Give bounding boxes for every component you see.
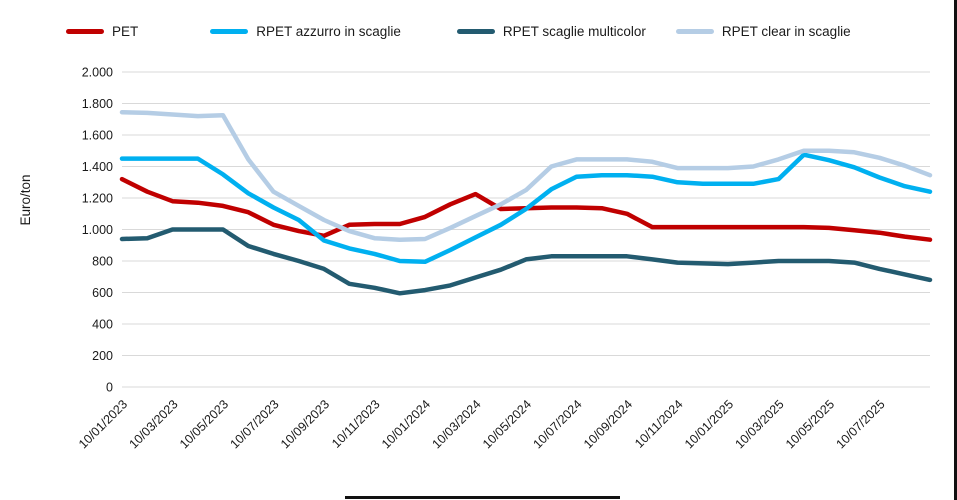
- legend: PET RPET azzurro in scaglie RPET scaglie m…: [66, 20, 851, 42]
- y-tick-label: 800: [92, 255, 113, 269]
- x-tick-label: 10/05/2023: [177, 397, 231, 451]
- y-tick-label: 200: [92, 349, 113, 363]
- legend-swatch-icon: [456, 28, 495, 34]
- legend-item-rpet-clear-in-scaglie: RPET clear in scaglie: [675, 23, 851, 39]
- x-tick-label: 10/03/2025: [732, 397, 786, 451]
- x-tick-label: 10/05/2024: [480, 397, 534, 451]
- legend-label: RPET clear in scaglie: [721, 23, 851, 39]
- x-tick-label: 10/09/2023: [278, 397, 332, 451]
- x-tick-label: 10/09/2024: [581, 397, 635, 451]
- y-tick-label: 1.400: [82, 160, 113, 174]
- series-line-rpet-azzurro-in-scaglie: [119, 152, 933, 265]
- legend-label: PET: [112, 23, 139, 39]
- x-tick-label: 10/03/2023: [126, 397, 180, 451]
- y-tick-label: 1.600: [82, 129, 113, 143]
- y-tick-label: 2.000: [82, 66, 113, 80]
- x-tick-label: 10/11/2023: [329, 397, 383, 451]
- x-tick-label: 10/11/2024: [632, 397, 686, 451]
- window-bottom-edge: [345, 496, 620, 499]
- x-tick-label: 10/07/2023: [227, 397, 281, 451]
- y-tick-label: 1.200: [82, 192, 113, 206]
- x-tick-label: 10/03/2024: [429, 397, 483, 451]
- series-line-rpet-scaglie-multicolor: [119, 227, 933, 296]
- y-tick-label: 0: [106, 381, 113, 395]
- legend-label: RPET scaglie multicolor: [502, 23, 646, 39]
- y-tick-label: 400: [92, 318, 113, 332]
- x-tick-label: 10/01/2024: [379, 397, 433, 451]
- y-tick-label: 600: [92, 286, 113, 300]
- legend-item-rpet-azzurro-in-scaglie: RPET azzurro in scaglie: [210, 24, 401, 39]
- window-right-edge: [954, 0, 957, 500]
- y-axis-title: Euro/ton: [18, 174, 33, 225]
- legend-swatch-icon: [675, 28, 714, 34]
- legend-item-rpet-scaglie-multicolor: RPET scaglie multicolor: [456, 23, 646, 39]
- legend-swatch-icon: [210, 28, 249, 34]
- series-lines: [119, 109, 933, 296]
- y-tick-label: 1.800: [82, 97, 113, 111]
- x-tick-label: 10/01/2025: [682, 397, 736, 451]
- y-axis-tick-labels: 0 200 400 600 800 1.000 1.200 1.400 1.600 1.800 2.…: [82, 66, 113, 395]
- x-tick-label: 10/07/2025: [833, 397, 887, 451]
- x-axis-tick-labels: 10/01/202310/03/202310/05/202310/07/2023…: [76, 397, 888, 451]
- x-tick-label: 10/07/2024: [530, 397, 584, 451]
- series-line-rpet-clear-in-scaglie: [119, 109, 933, 242]
- legend-label: RPET azzurro in scaglie: [256, 23, 401, 39]
- x-tick-label: 10/01/2023: [76, 397, 130, 451]
- legend-swatch-icon: [66, 28, 104, 34]
- y-tick-label: 1.000: [82, 223, 113, 237]
- x-tick-label: 10/05/2025: [783, 397, 837, 451]
- legend-item-pet: PET: [66, 24, 138, 39]
